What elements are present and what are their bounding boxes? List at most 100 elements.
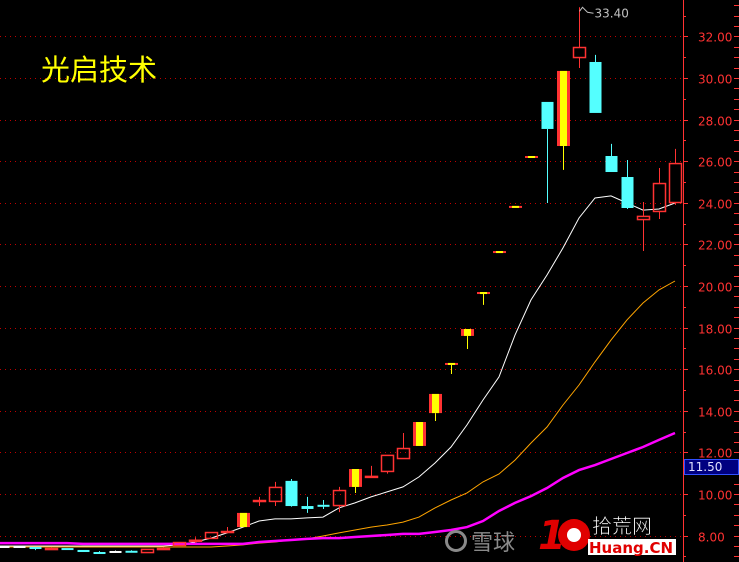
candle [509,205,522,208]
candle [461,329,474,350]
candle-body [188,539,203,542]
candle-body [332,489,347,507]
candle-body [61,548,74,551]
candle [572,7,587,69]
axis-tick-label: 8.00 [698,531,725,545]
candle [477,292,490,305]
watermark-site-en-bg [588,539,676,555]
moving-average-line [0,431,676,546]
candle-body [44,547,59,551]
axis-tick-label: 30.00 [698,73,732,87]
candle [493,251,506,254]
high-annotation: 33.40 [579,6,629,20]
candle [204,531,219,540]
candle-body [220,530,235,534]
xueqiu-watermark-text: 雪球 [471,531,516,556]
candle [301,496,314,513]
candle [589,54,602,113]
candle-body [156,547,171,551]
candle [332,486,347,513]
candle [605,143,618,173]
candle-body [77,549,90,553]
candle-body [380,454,395,473]
candle-body [464,329,471,336]
candle [93,551,106,555]
candle [109,550,122,553]
candle [557,70,570,170]
candle [621,159,634,210]
candle [429,393,442,421]
candle [61,548,74,551]
candle [525,155,538,158]
candle-body [480,292,487,295]
candle [156,547,171,551]
candle-body [636,215,651,221]
candle-body [140,548,155,554]
candle [237,512,250,528]
axis-tick-label: 26.00 [698,156,732,170]
axis-tick-label: 32.00 [698,31,732,45]
axis-tick-label: 22.00 [698,239,732,253]
10huang-watermark: 1 拾荒网 Huang.CN [538,509,678,559]
current-price-marker: 11.50 [684,459,739,475]
axis-tick-label: 20.00 [698,281,732,295]
axis-tick-label: 14.00 [698,406,732,420]
candle [140,548,155,554]
axis-tick-label: 16.00 [698,364,732,378]
candle [652,168,667,220]
candle-body [13,545,26,548]
high-annotation-label: 33.40 [595,6,629,20]
moving-average-line [0,280,676,548]
candle-body [448,362,455,365]
candle [172,541,187,547]
candle-body [512,205,519,208]
candle [396,433,411,460]
candle-body [541,101,554,129]
candle-body [416,422,423,446]
candle-body [252,499,267,503]
candle-body [668,162,683,204]
candle-body [204,531,219,540]
logo-gear-hole [567,528,581,542]
candle-body [268,486,283,503]
candle-body [589,61,602,113]
axis-tick-label: 12.00 [698,447,732,461]
candle [541,101,554,204]
candle-body [560,70,567,147]
watermark-site-en: Huang.CN [589,539,673,557]
candle-body [605,155,618,173]
price-axis: 32.00 30.00 28.00 26.00 24.00 22.00 20.00 18.00… [683,0,739,562]
candle-body [528,155,535,158]
candle [0,545,10,548]
candle-body [285,480,298,507]
candle [380,454,395,474]
moving-average-line [0,195,676,547]
candle-body [652,182,667,213]
candle [349,469,362,493]
candle [125,550,138,553]
candle-body [29,547,42,550]
candle-body [621,177,634,208]
axis-tick-label: 28.00 [698,115,732,129]
candle-body [396,447,411,460]
stock-name-title: 光启技术 [41,53,158,87]
candle [636,201,651,252]
10huang-logo-icon: 1 拾荒网 Huang.CN [538,513,676,559]
candle [77,549,90,553]
candle [445,362,458,374]
high-annotation-arrow [579,6,594,14]
candle-body [240,512,247,528]
candle-body [109,550,122,553]
candle-body [352,469,359,487]
candle-body [301,506,314,509]
candle-body [496,251,503,254]
xueqiu-logo-icon [445,530,467,552]
candle-body [93,552,106,555]
candles [0,7,683,555]
candle [668,148,683,205]
candle [44,547,59,551]
candle [188,537,203,543]
axis-tick-label: 10.00 [698,489,732,503]
candle-body [0,545,10,548]
watermark-site-cn: 拾荒网 [592,514,652,538]
